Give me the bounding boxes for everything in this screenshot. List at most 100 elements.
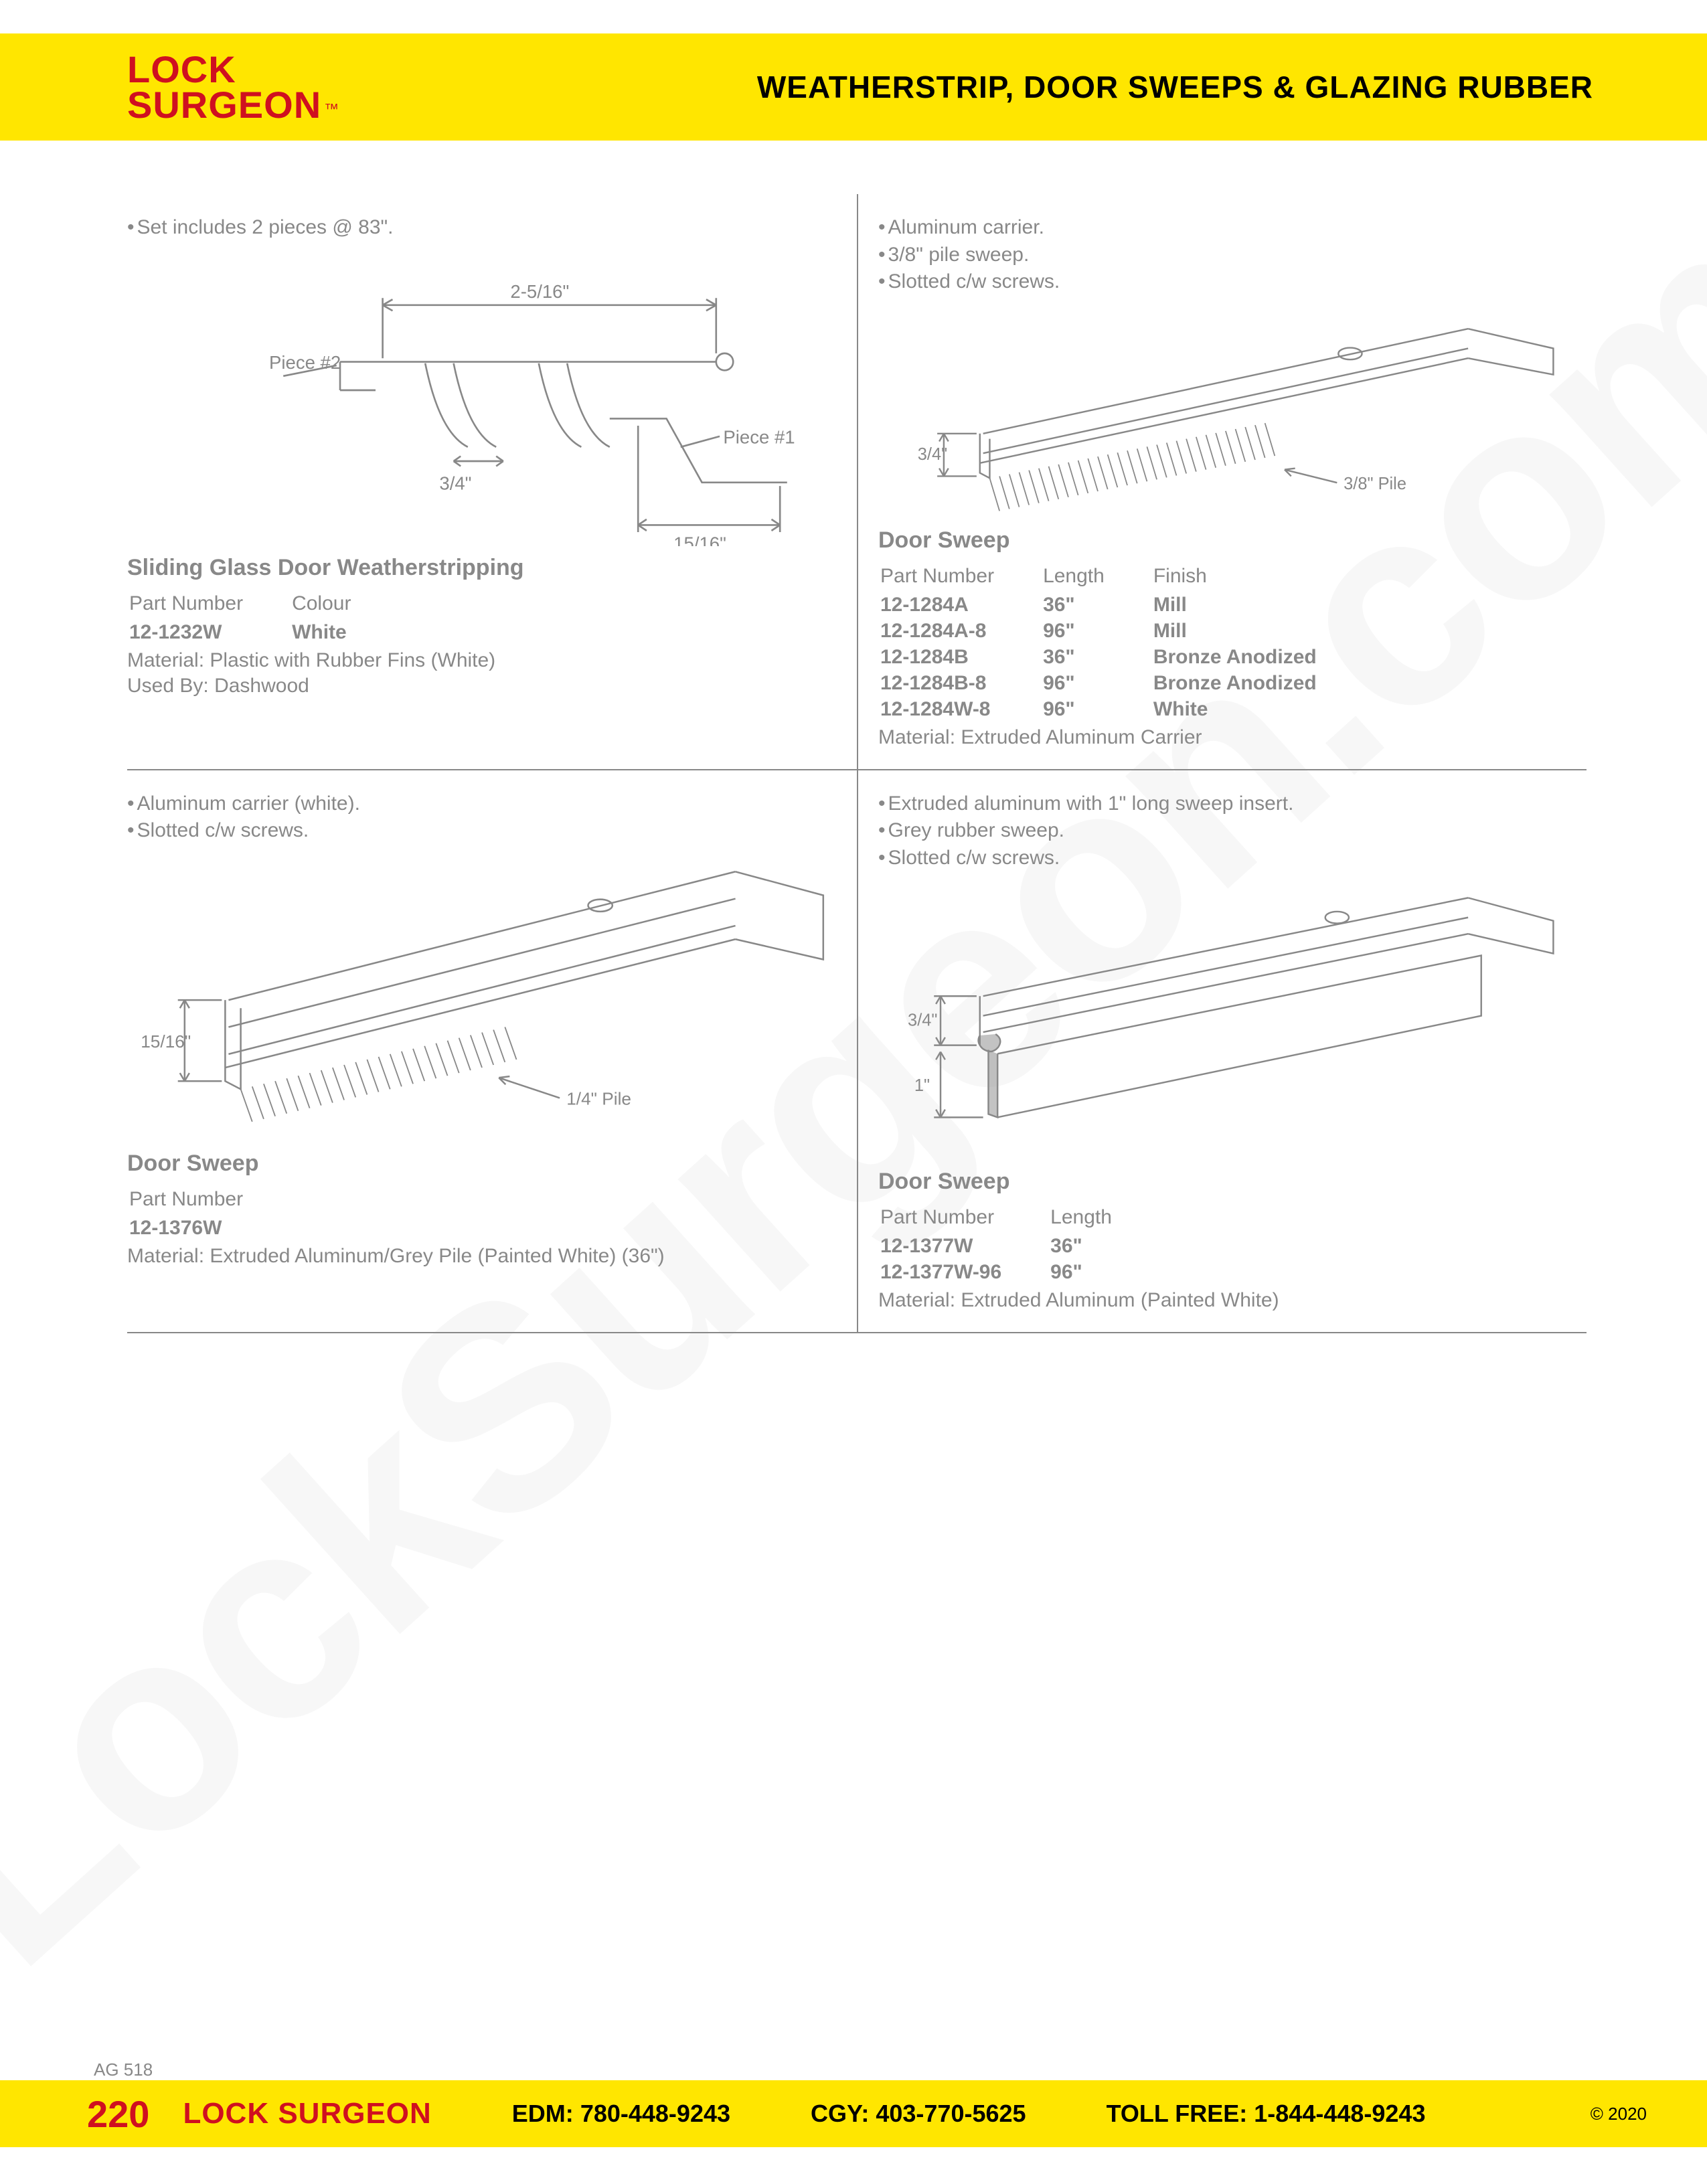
page-number: 220 <box>87 2092 149 2136</box>
material-line: Material: Extruded Aluminum (Painted Whi… <box>878 1289 1566 1312</box>
len: 36" <box>1042 593 1151 618</box>
len: 96" <box>1042 619 1151 644</box>
len: 96" <box>1042 697 1151 722</box>
section-title: Sliding Glass Door Weatherstripping <box>127 555 837 581</box>
bullet: Slotted c/w screws. <box>878 847 1060 869</box>
col-header: Part Number <box>129 592 290 619</box>
pn: 12-1284B <box>880 645 1041 670</box>
usedby-line: Used By: Dashwood <box>127 675 837 697</box>
bullet: Slotted c/w screws. <box>878 270 1060 292</box>
logo-tm: ™ <box>324 100 339 117</box>
label-piece2: Piece #2 <box>269 352 341 373</box>
usedby-label: Used By: <box>127 675 209 697</box>
material-label: Material: <box>878 726 955 748</box>
pile-label: 1/4" Pile <box>566 1088 631 1108</box>
spec-table: Part NumberColour 12-1232WWhite <box>127 590 399 647</box>
pile-label: 3/8" Pile <box>1344 475 1406 493</box>
table-row: 12-1377W36" <box>880 1234 1159 1259</box>
col-header: Finish <box>1153 564 1364 592</box>
bullet: Aluminum carrier. <box>878 216 1044 238</box>
fin: Mill <box>1153 593 1364 618</box>
contact-tollfree: TOLL FREE: 1-844-448-9243 <box>1107 2100 1426 2128</box>
bullet: Aluminum carrier (white). <box>127 792 360 815</box>
content-grid: Set includes 2 pieces @ 83". <box>127 194 1587 1333</box>
label-piece1: Piece #1 <box>723 426 795 447</box>
fin: Bronze Anodized <box>1153 645 1364 670</box>
material-line: Material: Extruded Aluminum Carrier <box>878 726 1566 749</box>
panel-door-sweep-1377: Extruded aluminum with 1" long sweep ins… <box>857 770 1587 1332</box>
contact-cgy: CGY: 403-770-5625 <box>811 2100 1026 2128</box>
toll-value: 1-844-448-9243 <box>1254 2100 1425 2127</box>
bullets: Aluminum carrier. 3/8" pile sweep. Slott… <box>878 214 1566 296</box>
contact-edm: EDM: 780-448-9243 <box>512 2100 730 2128</box>
bullets: Extruded aluminum with 1" long sweep ins… <box>878 790 1566 872</box>
pn: 12-1377W-96 <box>880 1260 1048 1285</box>
len: 36" <box>1042 645 1151 670</box>
logo: LOCK SURGEON™ <box>127 52 339 122</box>
table-row: 12-1284A36"Mill <box>880 593 1364 618</box>
footer-logo: LOCK SURGEON <box>183 2097 431 2130</box>
fin: Mill <box>1153 619 1364 644</box>
pn: 12-1377W <box>880 1234 1048 1259</box>
material-value: Extruded Aluminum (Painted White) <box>961 1289 1279 1311</box>
bullet: 3/8" pile sweep. <box>878 244 1029 266</box>
pn: 12-1284A-8 <box>880 619 1041 644</box>
dim-mid: 3/4" <box>439 473 471 493</box>
pn: 12-1284B-8 <box>880 671 1041 696</box>
page-title: WEATHERSTRIP, DOOR SWEEPS & GLAZING RUBB… <box>757 69 1593 105</box>
part-number: 12-1376W <box>129 1216 290 1241</box>
edm-label: EDM: <box>512 2100 574 2127</box>
spec-table: Part Number 12-1376W <box>127 1186 291 1242</box>
bullets: Set includes 2 pieces @ 83". <box>127 214 837 242</box>
dim-bottom: 15/16" <box>673 533 726 546</box>
col-header: Part Number <box>880 1205 1048 1233</box>
col-header: Part Number <box>880 564 1041 592</box>
pn: 12-1284A <box>880 593 1041 618</box>
table-row: 12-1284B36"Bronze Anodized <box>880 645 1364 670</box>
diagram-sliding-glass: 2-5/16" Piece #2 3/4" Piece #1 15/16" <box>127 248 837 546</box>
len: 96" <box>1042 671 1151 696</box>
row-1: Set includes 2 pieces @ 83". <box>127 194 1587 770</box>
col-header: Length <box>1042 564 1151 592</box>
dim-bottom: 1" <box>914 1076 930 1095</box>
section-title: Door Sweep <box>878 527 1566 554</box>
bullet: Grey rubber sweep. <box>878 819 1064 841</box>
fin: White <box>1153 697 1364 722</box>
colour: White <box>291 620 398 645</box>
len: 36" <box>1050 1234 1159 1259</box>
header-bar: LOCK SURGEON™ WEATHERSTRIP, DOOR SWEEPS … <box>0 33 1707 141</box>
diagram-door-sweep-1376: 15/16" 1/4" Pile <box>127 851 837 1142</box>
material-value: Extruded Aluminum Carrier <box>961 726 1202 748</box>
usedby-value: Dashwood <box>214 675 309 697</box>
cgy-label: CGY: <box>811 2100 869 2127</box>
material-label: Material: <box>878 1289 955 1311</box>
spec-table: Part Number Length Finish 12-1284A36"Mil… <box>878 563 1365 724</box>
dim-h: 3/4" <box>918 444 947 463</box>
footer-bar: 220 LOCK SURGEON EDM: 780-448-9243 CGY: … <box>0 2080 1707 2147</box>
table-row: 12-1284A-896"Mill <box>880 619 1364 644</box>
material-line: Material: Extruded Aluminum/Grey Pile (P… <box>127 1245 837 1268</box>
panel-sliding-glass: Set includes 2 pieces @ 83". <box>127 194 857 769</box>
fin: Bronze Anodized <box>1153 671 1364 696</box>
col-header: Part Number <box>129 1187 290 1215</box>
material-line: Material: Plastic with Rubber Fins (Whit… <box>127 649 837 672</box>
bullet: Extruded aluminum with 1" long sweep ins… <box>878 792 1293 815</box>
part-number: 12-1232W <box>129 620 290 645</box>
material-value: Plastic with Rubber Fins (White) <box>210 649 495 671</box>
dim-top: 3/4" <box>908 1011 937 1029</box>
dim-top: 2-5/16" <box>510 281 569 302</box>
material-label: Material: <box>127 649 204 671</box>
logo-line2: SURGEON <box>127 84 321 126</box>
panel-door-sweep-1376: Aluminum carrier (white). Slotted c/w sc… <box>127 770 857 1332</box>
catalog-ref: AG 518 <box>94 2060 153 2080</box>
diagram-door-sweep-pile: 3/4" 3/8" Pile <box>878 303 1566 519</box>
len: 96" <box>1050 1260 1159 1285</box>
section-title: Door Sweep <box>127 1151 837 1177</box>
edm-value: 780-448-9243 <box>580 2100 730 2127</box>
col-header: Length <box>1050 1205 1159 1233</box>
diagram-door-sweep-1377: 3/4" 1" <box>878 878 1566 1160</box>
panel-door-sweep-1284: Aluminum carrier. 3/8" pile sweep. Slott… <box>857 194 1587 769</box>
bullets: Aluminum carrier (white). Slotted c/w sc… <box>127 790 837 845</box>
bullet: Set includes 2 pieces @ 83". <box>127 216 394 238</box>
logo-line1: LOCK <box>127 52 339 87</box>
